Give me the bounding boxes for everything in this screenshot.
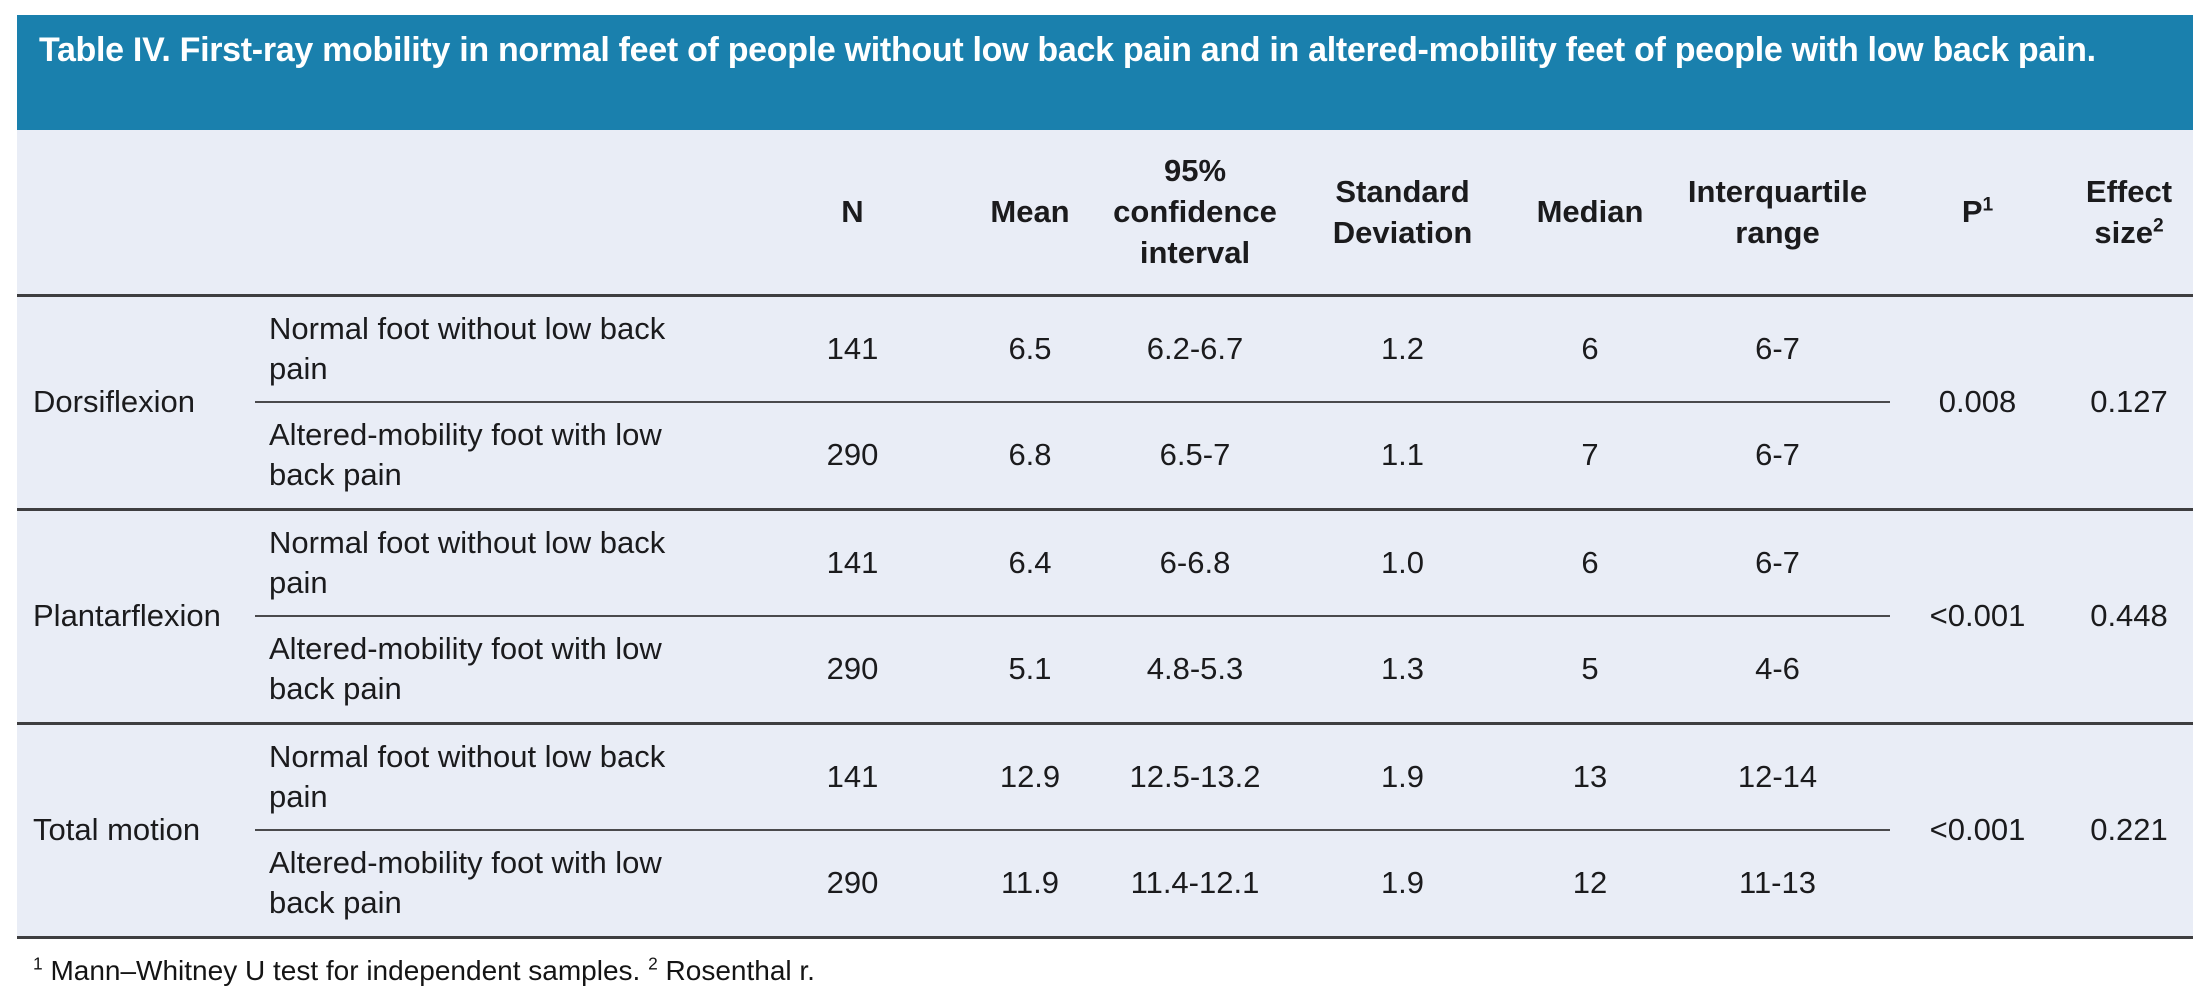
- cell-effect-size: 0.448: [2065, 509, 2193, 725]
- cell-n: 290: [745, 830, 960, 939]
- cell-ci: 12.5-13.2: [1100, 723, 1290, 831]
- col-header-effect-size: Effect size2: [2065, 130, 2193, 297]
- cell-n: 141: [745, 295, 960, 403]
- cell-iqr: 6-7: [1665, 509, 1890, 617]
- col-header-empty-sublabel: [255, 130, 745, 297]
- cell-iqr: 6-7: [1665, 402, 1890, 511]
- cell-sd: 1.9: [1290, 723, 1515, 831]
- table-row: Altered-mobility foot with low back pain…: [17, 830, 2193, 939]
- cell-mean: 11.9: [960, 830, 1100, 939]
- table-iv-card: Table IV. First-ray mobility in normal f…: [17, 15, 2193, 987]
- effect-header-label: Effect size: [2085, 173, 2173, 250]
- cell-mean: 12.9: [960, 723, 1100, 831]
- cell-median: 7: [1515, 402, 1665, 511]
- header-row: N Mean 95% confidence interval Standard …: [17, 130, 2193, 297]
- cell-ci: 11.4-12.1: [1100, 830, 1290, 939]
- row-label: Normal foot without low back pain: [255, 509, 745, 617]
- table-row: Plantarflexion Normal foot without low b…: [17, 509, 2193, 725]
- first-ray-mobility-table: N Mean 95% confidence interval Standard …: [17, 130, 2193, 939]
- col-header-p: P1: [1890, 130, 2065, 297]
- footnote-superscript-1: 1: [33, 953, 43, 974]
- cell-median: 12: [1515, 830, 1665, 939]
- cell-ci: 6.5-7: [1100, 402, 1290, 511]
- cell-ci: 6-6.8: [1100, 509, 1290, 617]
- group-label-dorsiflexion: Dorsiflexion: [17, 295, 255, 511]
- cell-n: 290: [745, 402, 960, 511]
- table-row: Total motion Normal foot without low bac…: [17, 723, 2193, 939]
- table-row: Dorsiflexion Normal foot without low bac…: [17, 295, 2193, 511]
- cell-mean: 5.1: [960, 616, 1100, 725]
- cell-p-value: <0.001: [1890, 723, 2065, 939]
- p-header-superscript: 1: [1982, 194, 1994, 216]
- cell-n: 141: [745, 723, 960, 831]
- cell-sd: 1.1: [1290, 402, 1515, 511]
- cell-median: 6: [1515, 295, 1665, 403]
- footnote-text-2: Rosenthal r.: [665, 954, 815, 986]
- cell-iqr: 6-7: [1665, 295, 1890, 403]
- cell-median: 5: [1515, 616, 1665, 725]
- cell-effect-size: 0.221: [2065, 723, 2193, 939]
- table-row: Altered-mobility foot with low back pain…: [17, 402, 2193, 511]
- cell-n: 290: [745, 616, 960, 725]
- col-header-mean: Mean: [960, 130, 1100, 297]
- cell-iqr: 12-14: [1665, 723, 1890, 831]
- col-header-empty-group: [17, 130, 255, 297]
- footnote-text-1: Mann–Whitney U test for independent samp…: [50, 954, 641, 986]
- cell-median: 13: [1515, 723, 1665, 831]
- cell-mean: 6.8: [960, 402, 1100, 511]
- cell-median: 6: [1515, 509, 1665, 617]
- cell-iqr: 4-6: [1665, 616, 1890, 725]
- table-row: Altered-mobility foot with low back pain…: [17, 616, 2193, 725]
- col-header-ci: 95% confidence interval: [1100, 130, 1290, 297]
- effect-header-superscript: 2: [2152, 215, 2164, 237]
- table-title: Table IV. First-ray mobility in normal f…: [39, 31, 2096, 69]
- footnote-superscript-2: 2: [648, 953, 658, 974]
- row-label: Normal foot without low back pain: [255, 723, 745, 831]
- cell-n: 141: [745, 509, 960, 617]
- cell-p-value: <0.001: [1890, 509, 2065, 725]
- p-header-label: P: [1961, 194, 1983, 230]
- cell-sd: 1.0: [1290, 509, 1515, 617]
- cell-sd: 1.3: [1290, 616, 1515, 725]
- cell-sd: 1.2: [1290, 295, 1515, 403]
- cell-mean: 6.4: [960, 509, 1100, 617]
- cell-ci: 6.2-6.7: [1100, 295, 1290, 403]
- row-label: Altered-mobility foot with low back pain: [255, 402, 745, 511]
- row-label: Altered-mobility foot with low back pain: [255, 616, 745, 725]
- col-header-sd: Standard Deviation: [1290, 130, 1515, 297]
- row-label: Altered-mobility foot with low back pain: [255, 830, 745, 939]
- cell-sd: 1.9: [1290, 830, 1515, 939]
- cell-mean: 6.5: [960, 295, 1100, 403]
- col-header-n: N: [745, 130, 960, 297]
- group-label-total-motion: Total motion: [17, 723, 255, 939]
- table-footnote: 1 Mann–Whitney U test for independent sa…: [17, 953, 2193, 987]
- group-label-plantarflexion: Plantarflexion: [17, 509, 255, 725]
- row-label: Normal foot without low back pain: [255, 295, 745, 403]
- cell-ci: 4.8-5.3: [1100, 616, 1290, 725]
- col-header-iqr: Interquartile range: [1665, 130, 1890, 297]
- cell-iqr: 11-13: [1665, 830, 1890, 939]
- col-header-median: Median: [1515, 130, 1665, 297]
- cell-p-value: 0.008: [1890, 295, 2065, 511]
- table-title-bar: Table IV. First-ray mobility in normal f…: [17, 15, 2193, 130]
- cell-effect-size: 0.127: [2065, 295, 2193, 511]
